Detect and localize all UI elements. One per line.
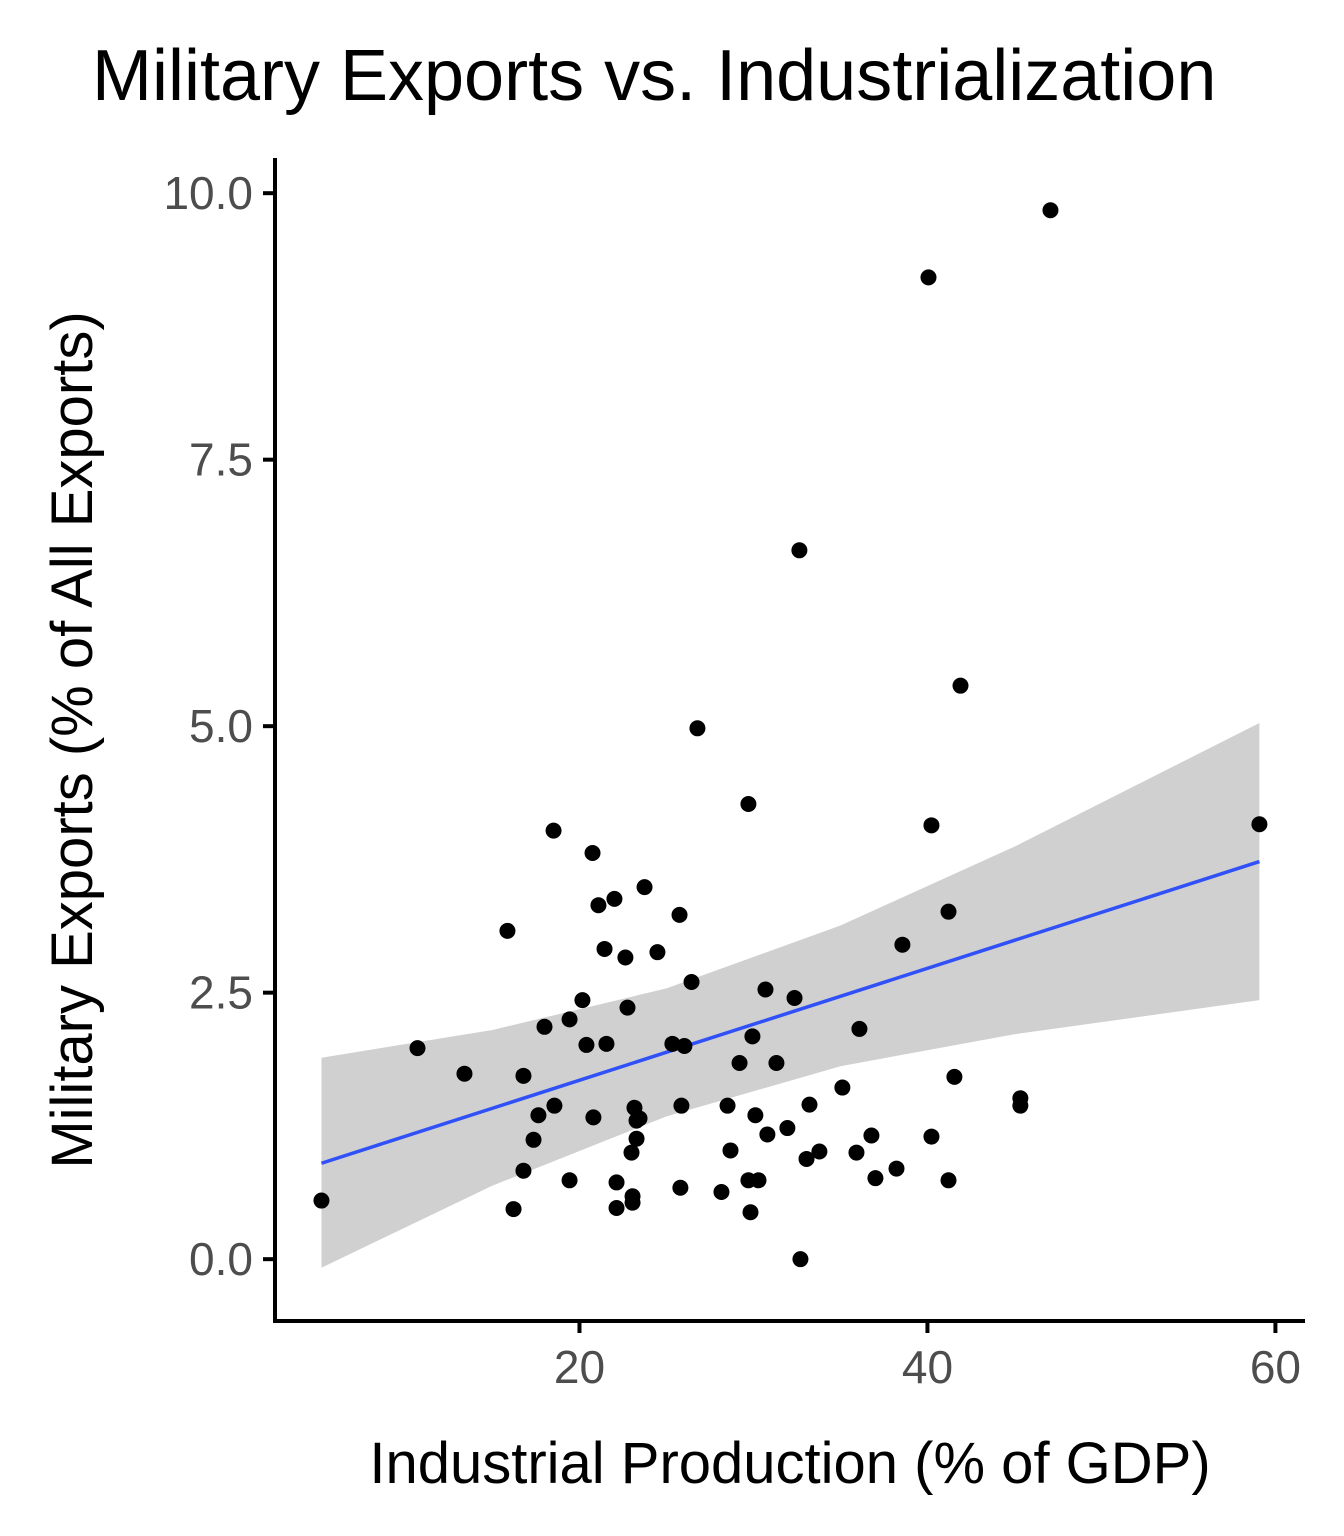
- data-point: [584, 845, 601, 862]
- data-point: [946, 1068, 963, 1085]
- data-point: [515, 1067, 532, 1084]
- data-point: [792, 1251, 809, 1268]
- data-point: [722, 1142, 739, 1159]
- data-point: [731, 1055, 748, 1072]
- data-point: [1012, 1097, 1029, 1114]
- data-point: [578, 1036, 595, 1053]
- x-tick-label: 40: [902, 1341, 953, 1393]
- data-point: [608, 1200, 625, 1217]
- data-point: [313, 1192, 330, 1209]
- data-point: [759, 1126, 776, 1143]
- y-tick-label: 7.5: [189, 434, 253, 486]
- data-point: [834, 1079, 851, 1096]
- data-point: [525, 1131, 542, 1148]
- data-point: [744, 1028, 761, 1045]
- data-point: [676, 1037, 693, 1054]
- data-point: [671, 906, 688, 923]
- data-point: [596, 940, 613, 957]
- data-point: [719, 1097, 736, 1114]
- data-point: [798, 1150, 815, 1167]
- data-point: [672, 1179, 689, 1196]
- data-point: [619, 999, 636, 1016]
- data-point: [574, 992, 591, 1009]
- data-point: [683, 974, 700, 991]
- data-point: [530, 1107, 547, 1124]
- data-point: [561, 1172, 578, 1189]
- data-point: [631, 1110, 648, 1127]
- y-tick-label: 2.5: [189, 967, 253, 1019]
- data-point: [1251, 816, 1268, 833]
- data-point: [740, 795, 757, 812]
- data-point: [649, 944, 666, 961]
- data-point: [561, 1011, 578, 1028]
- data-point: [888, 1160, 905, 1177]
- data-point: [713, 1184, 730, 1201]
- data-point: [894, 936, 911, 953]
- data-point: [923, 1128, 940, 1145]
- data-point: [546, 1097, 563, 1114]
- data-point: [786, 990, 803, 1007]
- data-point: [617, 949, 634, 966]
- data-point: [499, 922, 516, 939]
- x-tick-label: 60: [1250, 1341, 1301, 1393]
- data-point: [863, 1127, 880, 1144]
- data-point: [940, 1172, 957, 1189]
- data-point: [920, 269, 937, 286]
- data-point: [848, 1144, 865, 1161]
- data-point: [636, 879, 653, 896]
- data-point: [606, 890, 623, 907]
- data-point: [747, 1107, 764, 1124]
- data-point: [409, 1040, 426, 1057]
- data-point: [608, 1174, 625, 1191]
- y-tick-label: 0.0: [189, 1233, 253, 1285]
- data-point: [664, 1035, 681, 1052]
- data-point: [867, 1170, 884, 1187]
- data-point: [742, 1204, 759, 1221]
- y-axis-label: Military Exports (% of All Exports): [40, 311, 105, 1168]
- data-point: [689, 720, 706, 737]
- regression-line: [320, 859, 1260, 1165]
- data-point: [545, 822, 562, 839]
- data-point: [851, 1020, 868, 1037]
- data-point: [623, 1144, 640, 1161]
- data-point: [590, 897, 607, 914]
- y-tick-label: 5.0: [189, 700, 253, 752]
- data-point: [585, 1109, 602, 1126]
- data-point: [598, 1035, 615, 1052]
- x-tick-label: 20: [554, 1341, 605, 1393]
- data-point: [811, 1143, 828, 1160]
- x-axis-label: Industrial Production (% of GDP): [369, 1431, 1210, 1496]
- data-point: [628, 1130, 645, 1147]
- data-point: [750, 1172, 767, 1189]
- data-point: [505, 1201, 522, 1218]
- data-point: [515, 1162, 532, 1179]
- data-point: [673, 1097, 690, 1114]
- data-point: [1042, 202, 1059, 219]
- data-point: [923, 817, 940, 834]
- data-point: [757, 981, 774, 998]
- data-point: [624, 1194, 641, 1211]
- data-point: [768, 1055, 785, 1072]
- data-point: [952, 677, 969, 694]
- chart-title: Military Exports vs. Industrialization: [92, 36, 1216, 116]
- data-point: [791, 542, 808, 559]
- data-point: [940, 903, 957, 920]
- data-point: [536, 1018, 553, 1035]
- y-tick-label: 10.0: [163, 167, 253, 219]
- data-point: [456, 1065, 473, 1082]
- data-point: [801, 1096, 818, 1113]
- data-point: [779, 1120, 796, 1137]
